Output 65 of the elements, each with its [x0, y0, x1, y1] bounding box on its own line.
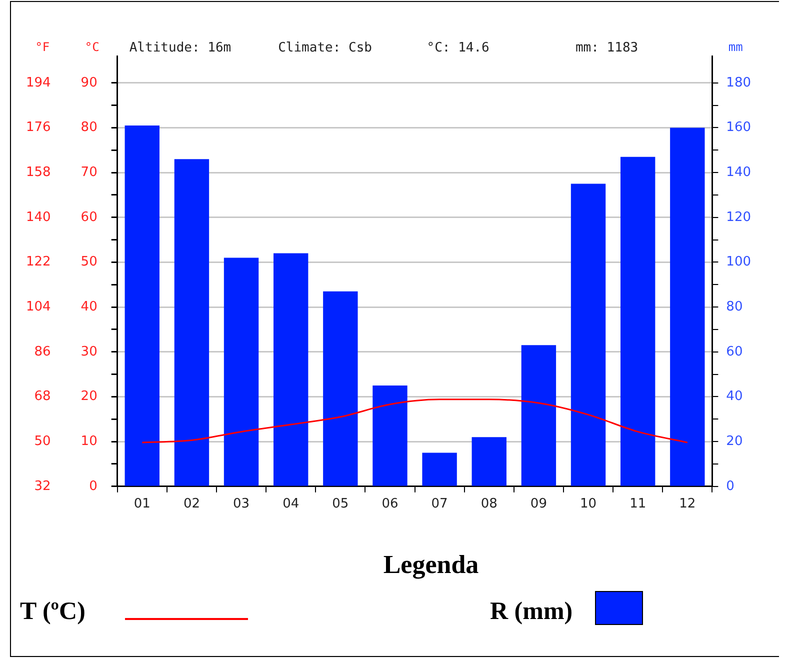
x-tick-label: 09 [530, 496, 547, 512]
y2-tick-label: 40 [726, 389, 743, 404]
legend-label: T (ºC) [20, 598, 86, 626]
x-tick-label: 04 [282, 496, 300, 512]
bar [174, 159, 210, 486]
x-tick-label: 12 [679, 496, 696, 512]
y2-tick-label: 80 [726, 299, 743, 314]
x-tick-label: 05 [332, 496, 349, 512]
y3-tick-label: 122 [26, 254, 51, 270]
y-tick-label: 50 [80, 254, 98, 270]
bar [124, 125, 160, 486]
text: Climate: Csb [278, 40, 372, 56]
y-tick-label: 90 [80, 75, 98, 90]
x-tick-label: 07 [431, 496, 448, 512]
bar [570, 184, 606, 486]
text: °C: 14.6 [426, 40, 490, 56]
y2-tick-label: 0 [726, 478, 734, 494]
bar [521, 345, 556, 486]
bar [670, 128, 705, 486]
y-tick-label: 70 [80, 164, 98, 180]
y2-tick-label: 20 [726, 434, 743, 449]
bar [224, 258, 259, 486]
y3-tick-label: 50 [34, 434, 51, 449]
bar [472, 437, 506, 486]
text: Altitude: 16m [129, 40, 232, 56]
y2-axis-title: mm [728, 40, 743, 54]
y3-tick-label: 104 [26, 299, 51, 314]
y2-tick-label: 160 [726, 120, 752, 136]
x-tick-label: 01 [134, 496, 150, 512]
y3-tick-label: 140 [26, 210, 51, 225]
x-tick-label: 10 [580, 496, 597, 512]
bar [372, 386, 408, 486]
y-tick-label: 40 [80, 299, 98, 314]
bar [422, 452, 457, 486]
text: mm: 1183 [575, 40, 638, 56]
bar [620, 156, 656, 486]
y3-tick-label: 32 [34, 478, 51, 494]
legend-label: R (mm) [490, 598, 573, 626]
y3-tick-label: 176 [26, 120, 51, 136]
y2-tick-label: 60 [726, 344, 743, 360]
y3-tick-label: 158 [26, 164, 51, 180]
y3-tick-label: 194 [26, 75, 51, 90]
x-tick-label: 03 [233, 496, 250, 512]
y-tick-label: 80 [80, 120, 98, 136]
y-tick-label: 10 [80, 434, 98, 449]
x-tick-label: 11 [630, 496, 646, 512]
y2-tick-label: 180 [726, 75, 752, 90]
y2-tick-label: 120 [726, 210, 752, 225]
y2-tick-label: 140 [726, 164, 752, 180]
y-tick-label: 20 [80, 389, 98, 404]
x-tick-label: 02 [183, 496, 200, 512]
y3-tick-label: 68 [34, 389, 51, 404]
y-tick-label: 30 [80, 344, 98, 360]
legend-title: Legenda [382, 550, 480, 580]
line-series [141, 398, 688, 444]
x-tick-label: 06 [382, 496, 398, 512]
y2-tick-label: 100 [726, 254, 752, 270]
bar [323, 291, 358, 486]
x-tick-label: 08 [480, 496, 498, 512]
bar [274, 253, 308, 486]
y3-tick-label: 86 [34, 344, 51, 360]
y-tick-label: 0 [89, 478, 98, 494]
y-tick-label: 60 [80, 210, 98, 225]
y3-axis-title: °F [35, 40, 50, 54]
y-axis-title: °C [84, 40, 100, 54]
